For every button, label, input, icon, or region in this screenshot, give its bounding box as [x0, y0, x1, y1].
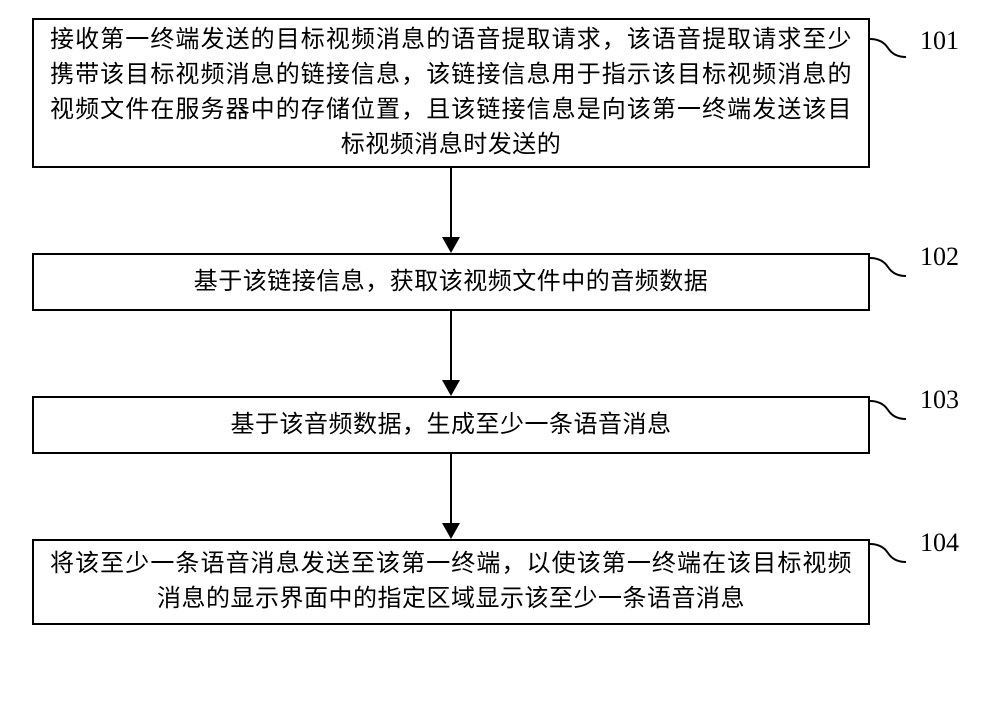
label-connector-4: [870, 529, 920, 577]
flow-step-1: 接收第一终端发送的目标视频消息的语音提取请求，该语音提取请求至少携带该目标视频消…: [32, 18, 870, 168]
step-label-1: 101: [920, 26, 959, 56]
label-connector-2: [870, 243, 920, 291]
label-connector-1: [870, 24, 920, 72]
label-connector-3: [870, 386, 920, 434]
step-label-3: 103: [920, 385, 959, 415]
step-label-4: 104: [920, 528, 959, 558]
flow-step-1-text: 接收第一终端发送的目标视频消息的语音提取请求，该语音提取请求至少携带该目标视频消…: [50, 23, 852, 162]
step-label-2: 102: [920, 242, 959, 272]
flow-step-3-text: 基于该音频数据，生成至少一条语音消息: [231, 408, 672, 443]
flow-step-4-text: 将该至少一条语音消息发送至该第一终端，以使该第一终端在该目标视频消息的显示界面中…: [50, 547, 852, 617]
flow-step-4: 将该至少一条语音消息发送至该第一终端，以使该第一终端在该目标视频消息的显示界面中…: [32, 539, 870, 625]
flow-step-2: 基于该链接信息，获取该视频文件中的音频数据: [32, 253, 870, 311]
flow-step-3: 基于该音频数据，生成至少一条语音消息: [32, 396, 870, 454]
flow-step-2-text: 基于该链接信息，获取该视频文件中的音频数据: [194, 265, 709, 300]
